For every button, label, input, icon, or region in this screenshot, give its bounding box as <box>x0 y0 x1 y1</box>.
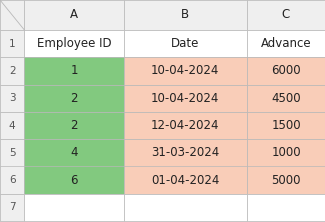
Text: 5: 5 <box>9 148 16 158</box>
Bar <box>124 0 247 30</box>
Text: C: C <box>282 8 290 22</box>
Text: A: A <box>70 8 78 22</box>
Bar <box>247 139 325 166</box>
Bar <box>0 194 24 221</box>
Bar <box>124 112 247 139</box>
Text: 01-04-2024: 01-04-2024 <box>151 174 219 187</box>
Text: 12-04-2024: 12-04-2024 <box>151 119 219 132</box>
Text: 6: 6 <box>9 175 16 185</box>
Text: 2: 2 <box>9 66 16 76</box>
Bar <box>124 85 247 112</box>
Text: 4500: 4500 <box>271 92 301 105</box>
Bar <box>124 30 247 57</box>
Bar <box>0 57 24 85</box>
Bar <box>124 194 247 221</box>
Text: 6000: 6000 <box>271 64 301 77</box>
Text: 31-03-2024: 31-03-2024 <box>151 146 219 159</box>
Text: B: B <box>181 8 189 22</box>
Text: 6: 6 <box>70 174 78 187</box>
Bar <box>247 30 325 57</box>
Bar <box>24 139 124 166</box>
Bar <box>24 194 124 221</box>
Text: 10-04-2024: 10-04-2024 <box>151 92 219 105</box>
Text: Employee ID: Employee ID <box>37 37 111 50</box>
Bar <box>24 112 124 139</box>
Bar <box>24 57 124 85</box>
Text: 3: 3 <box>9 93 16 103</box>
Text: 2: 2 <box>70 92 78 105</box>
Bar <box>247 166 325 194</box>
Text: 10-04-2024: 10-04-2024 <box>151 64 219 77</box>
Bar <box>247 85 325 112</box>
Bar <box>247 0 325 30</box>
Bar <box>24 30 124 57</box>
Bar <box>124 166 247 194</box>
Text: 4: 4 <box>70 146 78 159</box>
Text: Advance: Advance <box>261 37 311 50</box>
Bar <box>247 194 325 221</box>
Bar <box>124 139 247 166</box>
Bar <box>0 166 24 194</box>
Text: 1: 1 <box>70 64 78 77</box>
Bar <box>0 30 24 57</box>
Text: 1000: 1000 <box>271 146 301 159</box>
Text: 1500: 1500 <box>271 119 301 132</box>
Bar <box>24 0 124 30</box>
Text: 4: 4 <box>9 121 16 131</box>
Bar <box>24 166 124 194</box>
Text: Date: Date <box>171 37 200 50</box>
Bar <box>124 57 247 85</box>
Bar <box>0 139 24 166</box>
Bar <box>247 57 325 85</box>
Bar <box>247 112 325 139</box>
Bar <box>24 85 124 112</box>
Text: 5000: 5000 <box>271 174 301 187</box>
Bar <box>0 85 24 112</box>
Text: 1: 1 <box>9 39 16 49</box>
Text: 7: 7 <box>9 202 16 212</box>
Bar <box>0 112 24 139</box>
Text: 2: 2 <box>70 119 78 132</box>
Bar <box>0 0 24 30</box>
